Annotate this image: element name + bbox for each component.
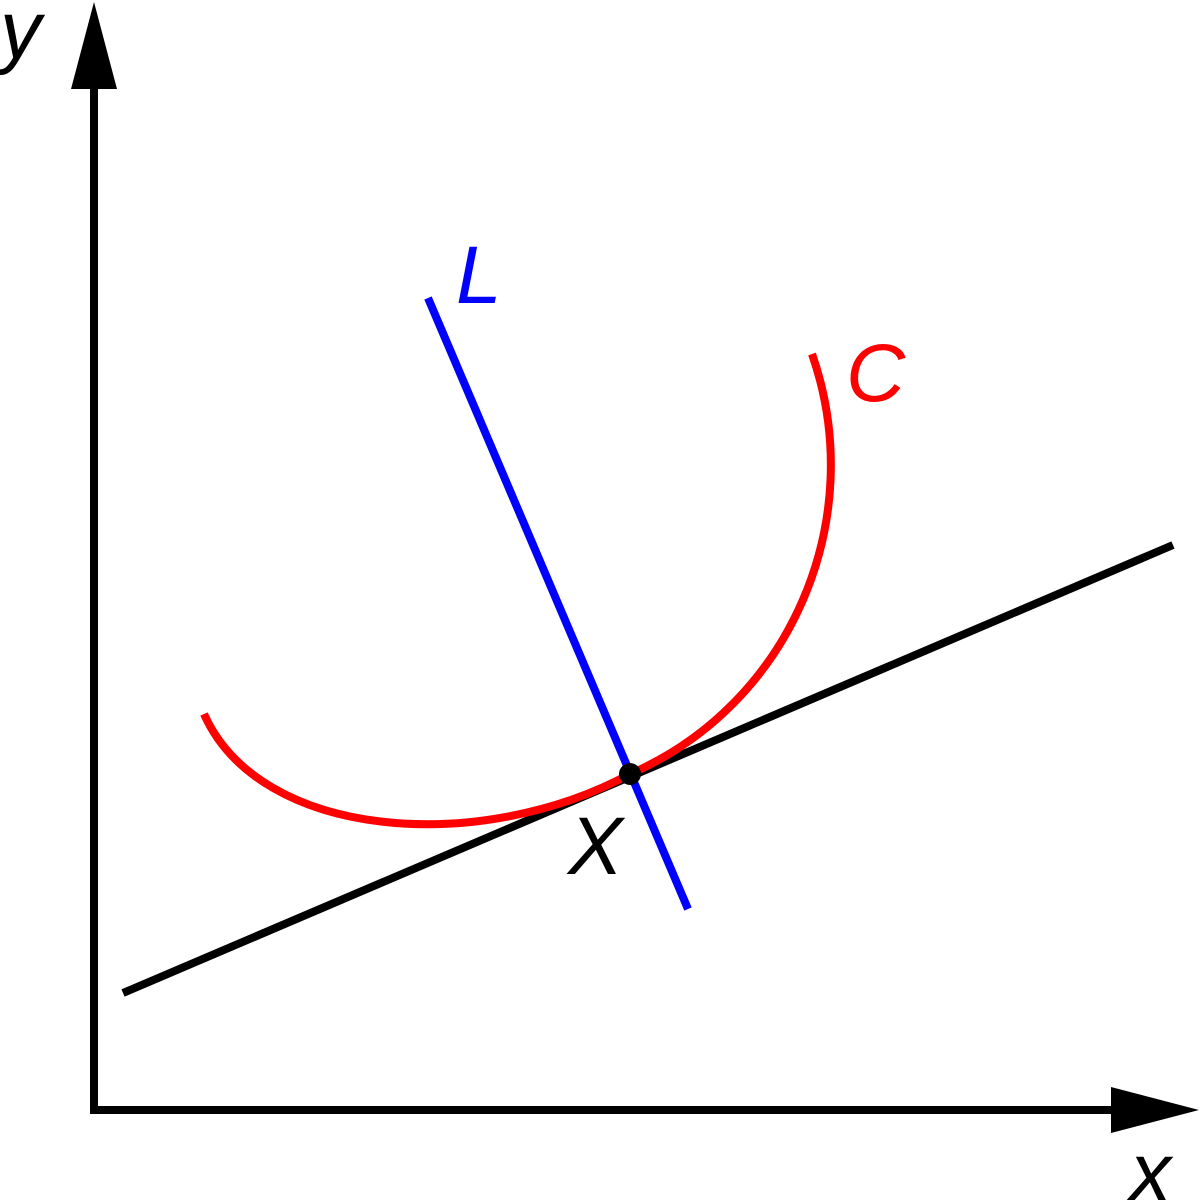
point-marker — [619, 763, 641, 785]
point-label: X — [566, 801, 626, 892]
x-axis-arrowhead — [1111, 1087, 1199, 1133]
normal-line-label: L — [456, 230, 502, 321]
curve — [200, 352, 835, 829]
normal-line — [424, 296, 692, 911]
y-axis-label: y — [0, 0, 46, 76]
curve-label: C — [846, 328, 906, 419]
y-axis-arrowhead — [71, 2, 117, 89]
x-axis-label: x — [1126, 1127, 1174, 1200]
